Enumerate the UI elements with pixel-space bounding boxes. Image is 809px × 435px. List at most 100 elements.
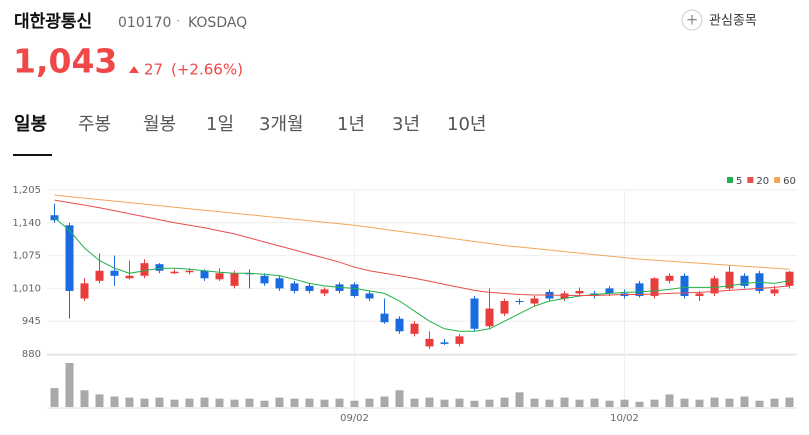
candle-body — [170, 271, 179, 274]
volume-bar — [380, 396, 389, 407]
y-tick-label: 880 — [22, 349, 41, 360]
volume-bar — [275, 397, 284, 407]
candle-body — [80, 283, 89, 299]
tab[interactable]: 1년 — [337, 114, 365, 135]
legend-label: 20 — [756, 176, 769, 187]
volume-bar — [290, 398, 299, 407]
change: 27 — [144, 61, 163, 79]
volume-bar — [590, 398, 599, 407]
candle-body — [95, 270, 104, 281]
volume-bar — [230, 399, 239, 407]
candle-body — [65, 225, 74, 291]
legend-swatch — [747, 177, 754, 183]
candle-body — [680, 275, 689, 296]
volume-bar — [485, 399, 494, 407]
volume-bar — [635, 401, 644, 407]
volume-bar — [680, 398, 689, 407]
tab[interactable]: 주봉 — [78, 114, 111, 135]
volume-bar — [125, 397, 134, 407]
legend-swatch — [727, 177, 733, 183]
volume-bar — [80, 390, 89, 407]
candle-body — [365, 293, 374, 299]
volume-bar — [515, 392, 524, 407]
x-tick-label: 09/02 — [340, 413, 369, 424]
candle-body — [50, 215, 59, 221]
ma-line — [54, 217, 790, 332]
volume-bar — [740, 396, 749, 407]
candle-body — [230, 273, 239, 286]
volume-bar — [170, 399, 179, 407]
price: 1,043 — [13, 42, 117, 81]
volume-bar — [65, 363, 74, 407]
tab[interactable]: 일봉 — [14, 114, 47, 135]
volume-bar — [500, 397, 509, 407]
up-arrow — [129, 66, 139, 73]
volume-bar — [560, 397, 569, 407]
volume-bar — [530, 398, 539, 407]
candle-body — [530, 298, 539, 304]
candle-body — [470, 298, 479, 329]
stock-code: 010170 — [118, 15, 171, 31]
candle-body — [455, 336, 464, 344]
candle-body — [770, 289, 779, 294]
separator: · — [176, 15, 180, 30]
volume-bar — [770, 398, 779, 407]
volume-bar — [470, 400, 479, 407]
candle-body — [155, 264, 164, 271]
volume-bar — [350, 400, 359, 407]
volume-bar — [665, 394, 674, 407]
tab[interactable]: 3년 — [392, 114, 420, 135]
volume-bar — [395, 390, 404, 407]
candle-body — [605, 288, 614, 294]
volume-bar — [245, 398, 254, 407]
volume-bar — [95, 394, 104, 407]
candle-body — [110, 270, 119, 276]
tab[interactable]: 3개월 — [259, 114, 304, 135]
volume-bar — [440, 399, 449, 407]
volume-bar — [725, 398, 734, 407]
volume-bar — [605, 400, 614, 407]
candle-body — [710, 278, 719, 294]
candle-body — [290, 283, 299, 291]
candle-body — [740, 275, 749, 286]
tab[interactable]: 10년 — [447, 114, 486, 135]
y-tick-label: 1,140 — [12, 218, 41, 229]
candle-body — [440, 342, 449, 344]
legend-swatch — [774, 177, 781, 183]
candle-body — [320, 289, 329, 294]
tabs: 일봉 주봉 월봉 1일 3개월 1년 3년 10년 — [14, 114, 486, 135]
volume-bar — [620, 399, 629, 407]
stock-name: 대한광통신 — [14, 12, 92, 32]
volume-bar — [575, 399, 584, 407]
x-tick-label: 10/02 — [610, 413, 639, 424]
candle-body — [500, 301, 509, 314]
volume-bar — [785, 397, 794, 407]
ma-line — [54, 194, 790, 270]
volume-bar — [545, 399, 554, 407]
candle-body — [125, 275, 134, 279]
plus: + — [686, 11, 699, 29]
candle-body — [575, 290, 584, 294]
tab[interactable]: 1일 — [206, 114, 234, 135]
volume-bar — [200, 397, 209, 407]
candle-body — [140, 263, 149, 276]
candle-body — [515, 301, 524, 303]
y-tick-label: 1,075 — [12, 251, 41, 262]
candle-body — [425, 338, 434, 347]
legend-label: 60 — [783, 176, 796, 187]
y-tick-label: 945 — [22, 316, 41, 327]
market: KOSDAQ — [188, 15, 247, 31]
volume-bar — [335, 398, 344, 407]
volume-bar — [215, 398, 224, 407]
volume-bar — [140, 398, 149, 407]
volume-bar — [260, 400, 269, 407]
volume-bar — [410, 398, 419, 407]
volume-bar — [455, 398, 464, 407]
tab[interactable]: 월봉 — [143, 114, 176, 135]
watch-icon — [681, 9, 703, 31]
candle-body — [200, 270, 209, 279]
watch-label: 관심종목 — [709, 14, 757, 29]
watch-button[interactable]: + 관심종목 — [681, 9, 757, 31]
volume-bar — [365, 398, 374, 407]
candle-body — [185, 270, 194, 273]
